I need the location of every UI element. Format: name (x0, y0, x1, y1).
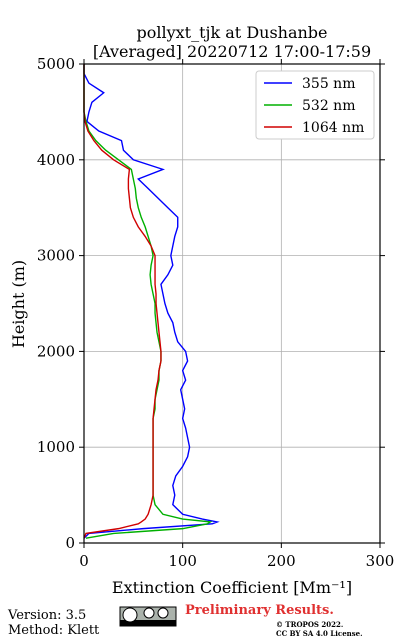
cc-logo (119, 606, 177, 627)
y-tick-label: 1000 (37, 438, 75, 456)
copyright: © TROPOS 2022. (276, 620, 343, 629)
method: Method: Klett (8, 623, 100, 638)
y-tick-label: 5000 (37, 55, 75, 73)
plot-frame (83, 63, 381, 544)
x-tick-label: 300 (366, 552, 395, 570)
y-tick-label: 2000 (37, 342, 75, 360)
profile-line (83, 64, 220, 539)
chart-title: pollyxt_tjk at Dushanbe (136, 23, 327, 42)
y-tick-label: 4000 (37, 151, 75, 169)
legend-label: 1064 nm (302, 120, 364, 136)
x-tick-label: 200 (267, 552, 296, 570)
profile-line (83, 64, 162, 539)
copyright: CC BY SA 4.0 License. (276, 629, 363, 638)
y-tick-label: 3000 (37, 247, 75, 265)
legend-label: 355 nm (302, 76, 355, 92)
version: Version: 3.5 (7, 608, 86, 623)
legend-label: 532 nm (302, 98, 355, 114)
profile-line (83, 64, 213, 539)
x-tick-label: 0 (79, 552, 89, 570)
legend-box (255, 70, 375, 140)
chart-title: [Averaged] 20220712 17:00-17:59 (93, 42, 371, 61)
y-axis-label: Height (m) (9, 260, 28, 348)
status: Preliminary Results. (185, 603, 334, 618)
x-tick-label: 100 (168, 552, 197, 570)
x-axis-label: Extinction Coefficient [Mm⁻¹] (112, 578, 352, 597)
y-tick-label: 0 (65, 534, 75, 552)
